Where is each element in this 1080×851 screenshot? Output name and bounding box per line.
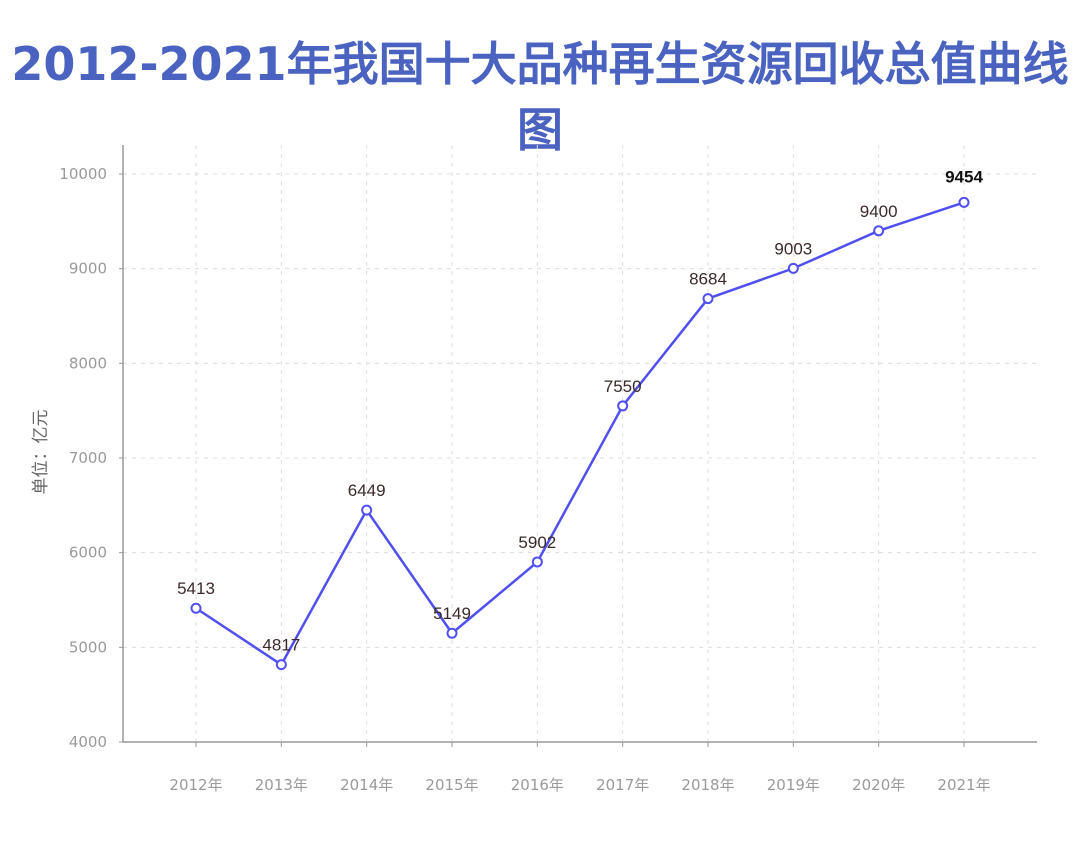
x-tick-label: 2013年 [255,776,308,794]
y-axis-ticks: 4000 5000 6000 7000 8000 9000 10000 [59,165,107,751]
gridlines [123,145,1037,742]
y-tick-label: 7000 [69,449,107,467]
data-value-label: 9454 [945,167,983,186]
x-axis-ticks: 2012年 2013年 2014年 2015年 2016年 2017年 2018年 2019年… [169,776,990,794]
data-point-marker [958,196,970,208]
x-tick-label: 2021年 [937,776,990,794]
x-tick-label: 2015年 [425,776,478,794]
data-point-marker [361,504,373,516]
data-point-marker [873,225,885,237]
x-tick-label: 2016年 [511,776,564,794]
x-tick-label: 2019年 [767,776,820,794]
data-point-marker [787,262,799,274]
data-point-marker [275,659,287,671]
data-value-label: 5902 [518,533,556,552]
data-point-marker [702,293,714,305]
y-tick-label: 4000 [69,733,107,751]
axes [119,145,1037,747]
data-value-label: 6449 [348,481,386,500]
data-point-marker [190,602,202,614]
data-value-label: 9003 [774,239,812,258]
chart-title: 2012-2021年我国十大品种再生资源回收总值曲线图 [11,37,1069,157]
x-tick-label: 2020年 [852,776,905,794]
data-line [195,201,965,667]
y-tick-label: 6000 [69,544,107,562]
data-value-label: 5413 [177,579,215,598]
y-tick-label: 8000 [69,354,107,372]
x-tick-label: 2018年 [681,776,734,794]
x-tick-label: 2017年 [596,776,649,794]
data-point-marker [531,556,543,568]
data-value-label: 4817 [262,636,300,655]
y-tick-label: 10000 [59,165,107,183]
data-point-marker [446,627,458,639]
x-tick-label: 2012年 [169,776,222,794]
data-value-label: 5149 [433,604,471,623]
data-point-marker [617,400,629,412]
y-tick-label: 5000 [69,638,107,656]
data-labels: 5413 4817 6449 5149 5902 7550 8684 9003 9400 9454 [177,167,983,654]
data-markers [190,196,970,671]
y-tick-label: 9000 [69,260,107,278]
x-tick-label: 2014年 [340,776,393,794]
data-value-label: 9400 [860,202,898,221]
data-value-label: 7550 [604,377,642,396]
y-axis-label: 单位：亿元 [31,410,51,495]
data-value-label: 8684 [689,270,727,289]
